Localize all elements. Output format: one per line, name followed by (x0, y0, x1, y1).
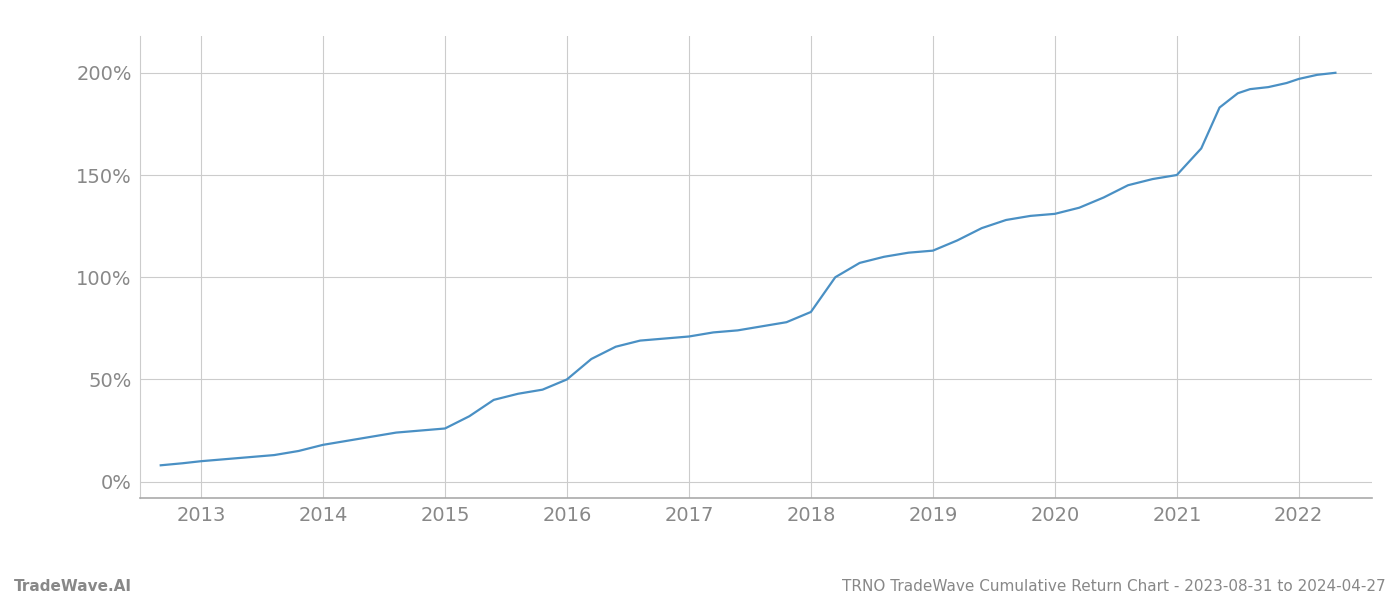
Text: TradeWave.AI: TradeWave.AI (14, 579, 132, 594)
Text: TRNO TradeWave Cumulative Return Chart - 2023-08-31 to 2024-04-27: TRNO TradeWave Cumulative Return Chart -… (843, 579, 1386, 594)
